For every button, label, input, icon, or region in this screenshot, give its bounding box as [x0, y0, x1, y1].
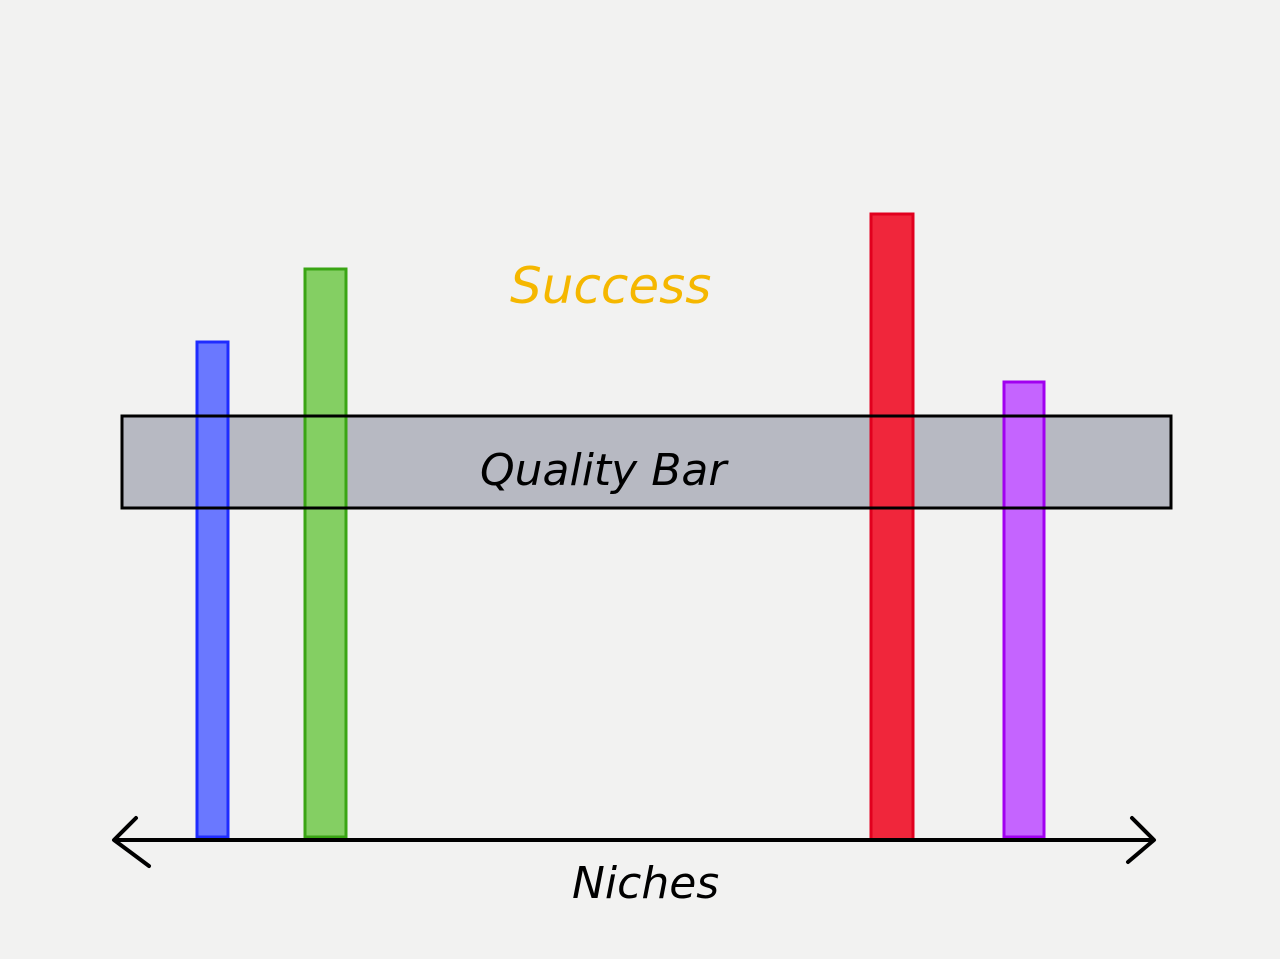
niche-bar-purple [1002, 380, 1046, 839]
niche-bar-blue [195, 340, 230, 839]
axis-left-arrowhead-icon [112, 816, 151, 868]
niche-bar-red [869, 212, 915, 842]
axis-right-arrowhead-icon [1126, 816, 1156, 864]
success-label: Success [510, 257, 711, 315]
quality-bar-label: Quality Bar [480, 445, 729, 496]
quality-bar-band [120, 414, 1173, 510]
niche-bar-green [303, 267, 348, 839]
niches-axis-label: Niches [572, 858, 719, 909]
